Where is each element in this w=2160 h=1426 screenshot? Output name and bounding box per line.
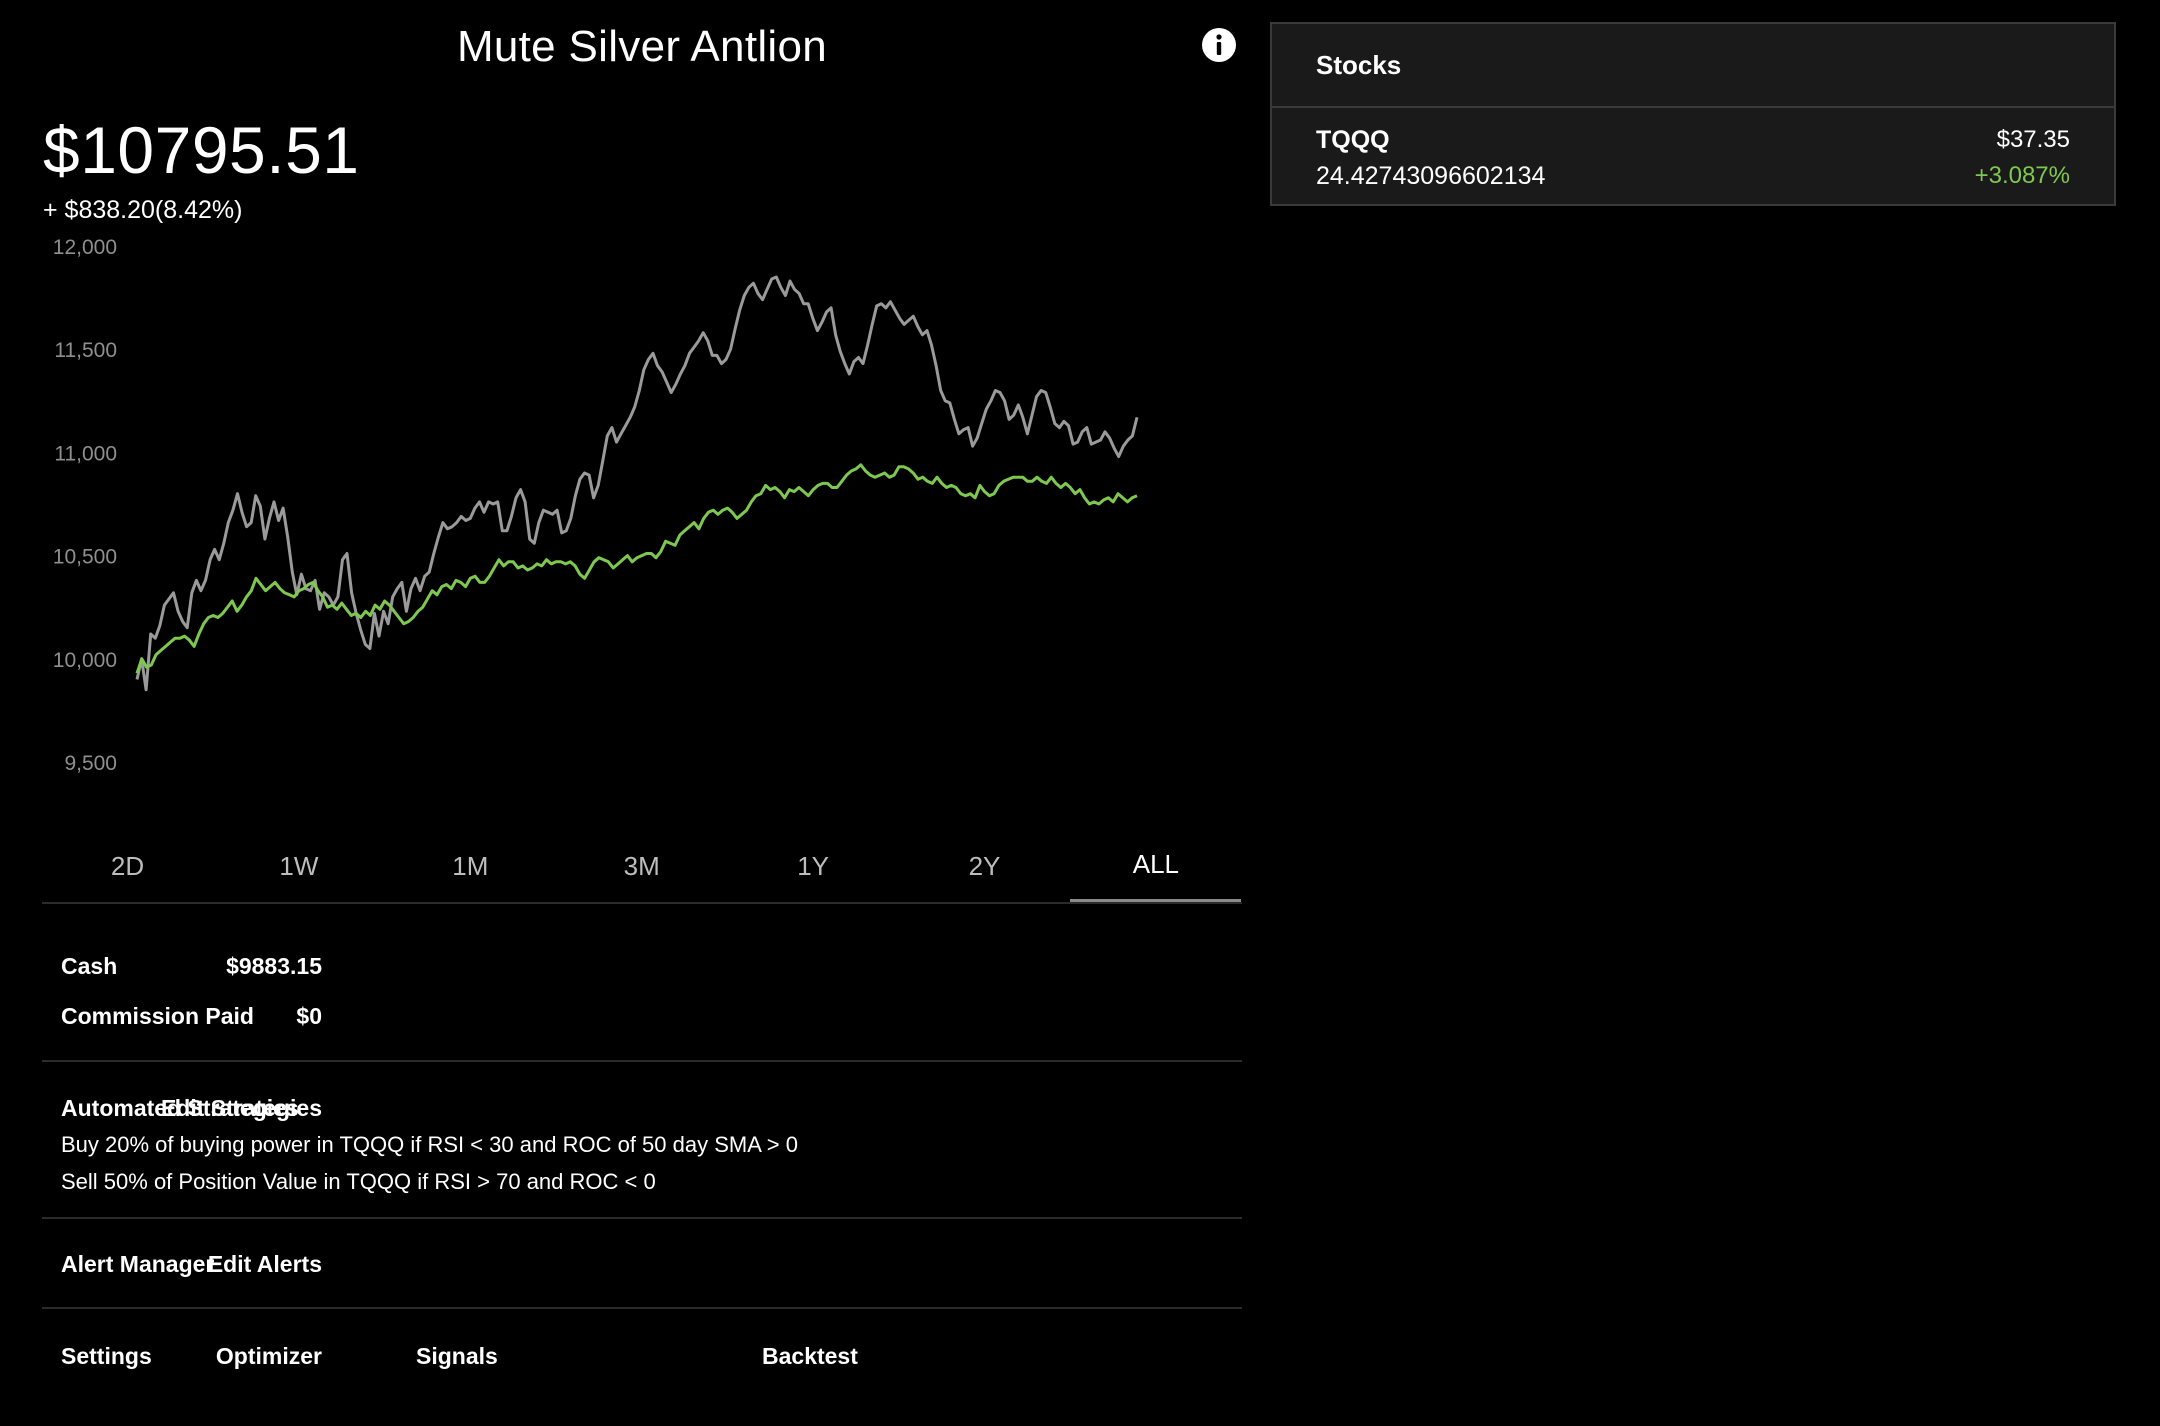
- y-tick-label: 10,000: [53, 649, 117, 672]
- stock-price: $37.35: [1996, 126, 2070, 153]
- tab-1w[interactable]: 1W: [279, 850, 319, 881]
- divider: [42, 902, 1242, 904]
- edit-strategies-button[interactable]: Edit Strategies: [160, 1095, 322, 1121]
- divider: [1272, 106, 2114, 108]
- optimizer-button[interactable]: Optimizer: [215, 1343, 322, 1369]
- y-tick-label: 12,000: [53, 236, 117, 259]
- timeframe-tabs: 2D 1W 1M 3M 1Y 2Y ALL: [42, 830, 1242, 904]
- y-tick-label: 10,500: [53, 546, 117, 569]
- y-tick-label: 11,000: [54, 442, 117, 465]
- stocks-panel: Stocks TQQQ 24.42743096602134 $37.35 +3.…: [1270, 22, 2116, 206]
- edit-alerts-button[interactable]: Edit Alerts: [207, 1251, 322, 1277]
- y-tick-label: 11,500: [54, 339, 117, 362]
- commission-label: Commission Paid: [61, 1003, 254, 1029]
- divider: [42, 1217, 1242, 1219]
- divider: [42, 1307, 1242, 1309]
- strategy-item: Sell 50% of Position Value in TQQQ if RS…: [61, 1169, 656, 1194]
- cash-value: $9883.15: [226, 953, 322, 979]
- portfolio-line: [135, 463, 1138, 674]
- stock-shares: 24.42743096602134: [1316, 162, 1546, 190]
- strategy-item: Buy 20% of buying power in TQQQ if RSI <…: [61, 1132, 798, 1157]
- alert-manager-title: Alert Manager: [61, 1251, 215, 1277]
- strategies-title: Automated Strategies: [61, 1095, 299, 1121]
- portfolio-area: Mute Silver Antlion $10795.51 + $838.20(…: [42, 22, 1242, 1369]
- tab-2y[interactable]: 2Y: [968, 850, 1001, 881]
- settings-button[interactable]: Settings: [61, 1343, 152, 1369]
- divider: [42, 1060, 1242, 1062]
- stock-symbol: TQQQ: [1316, 126, 1390, 154]
- tab-1m[interactable]: 1M: [452, 850, 489, 881]
- signals-button[interactable]: Signals: [416, 1343, 498, 1369]
- portfolio-balance: $10795.51: [43, 113, 360, 187]
- benchmark-line: [135, 275, 1139, 692]
- portfolio-title: Mute Silver Antlion: [456, 22, 828, 71]
- y-tick-label: 9,500: [64, 752, 117, 775]
- cash-label: Cash: [61, 953, 118, 979]
- portfolio-change: + $838.20(8.42%): [43, 196, 243, 224]
- tab-2d[interactable]: 2D: [110, 850, 145, 881]
- stocks-panel-title: Stocks: [1316, 50, 1402, 80]
- performance-chart: 12,000 11,500 11,000 10,500 10,000 9,500: [53, 236, 1139, 775]
- tab-all[interactable]: ALL: [1070, 830, 1242, 904]
- info-icon[interactable]: [1200, 26, 1238, 64]
- stock-change: +3.087%: [1974, 162, 2070, 189]
- stock-row[interactable]: TQQQ 24.42743096602134 $37.35 +3.087%: [1272, 108, 2114, 206]
- tab-1y[interactable]: 1Y: [797, 850, 829, 881]
- tab-3m[interactable]: 3M: [623, 850, 660, 881]
- commission-value: $0: [296, 1003, 322, 1029]
- backtest-button[interactable]: Backtest: [762, 1343, 858, 1369]
